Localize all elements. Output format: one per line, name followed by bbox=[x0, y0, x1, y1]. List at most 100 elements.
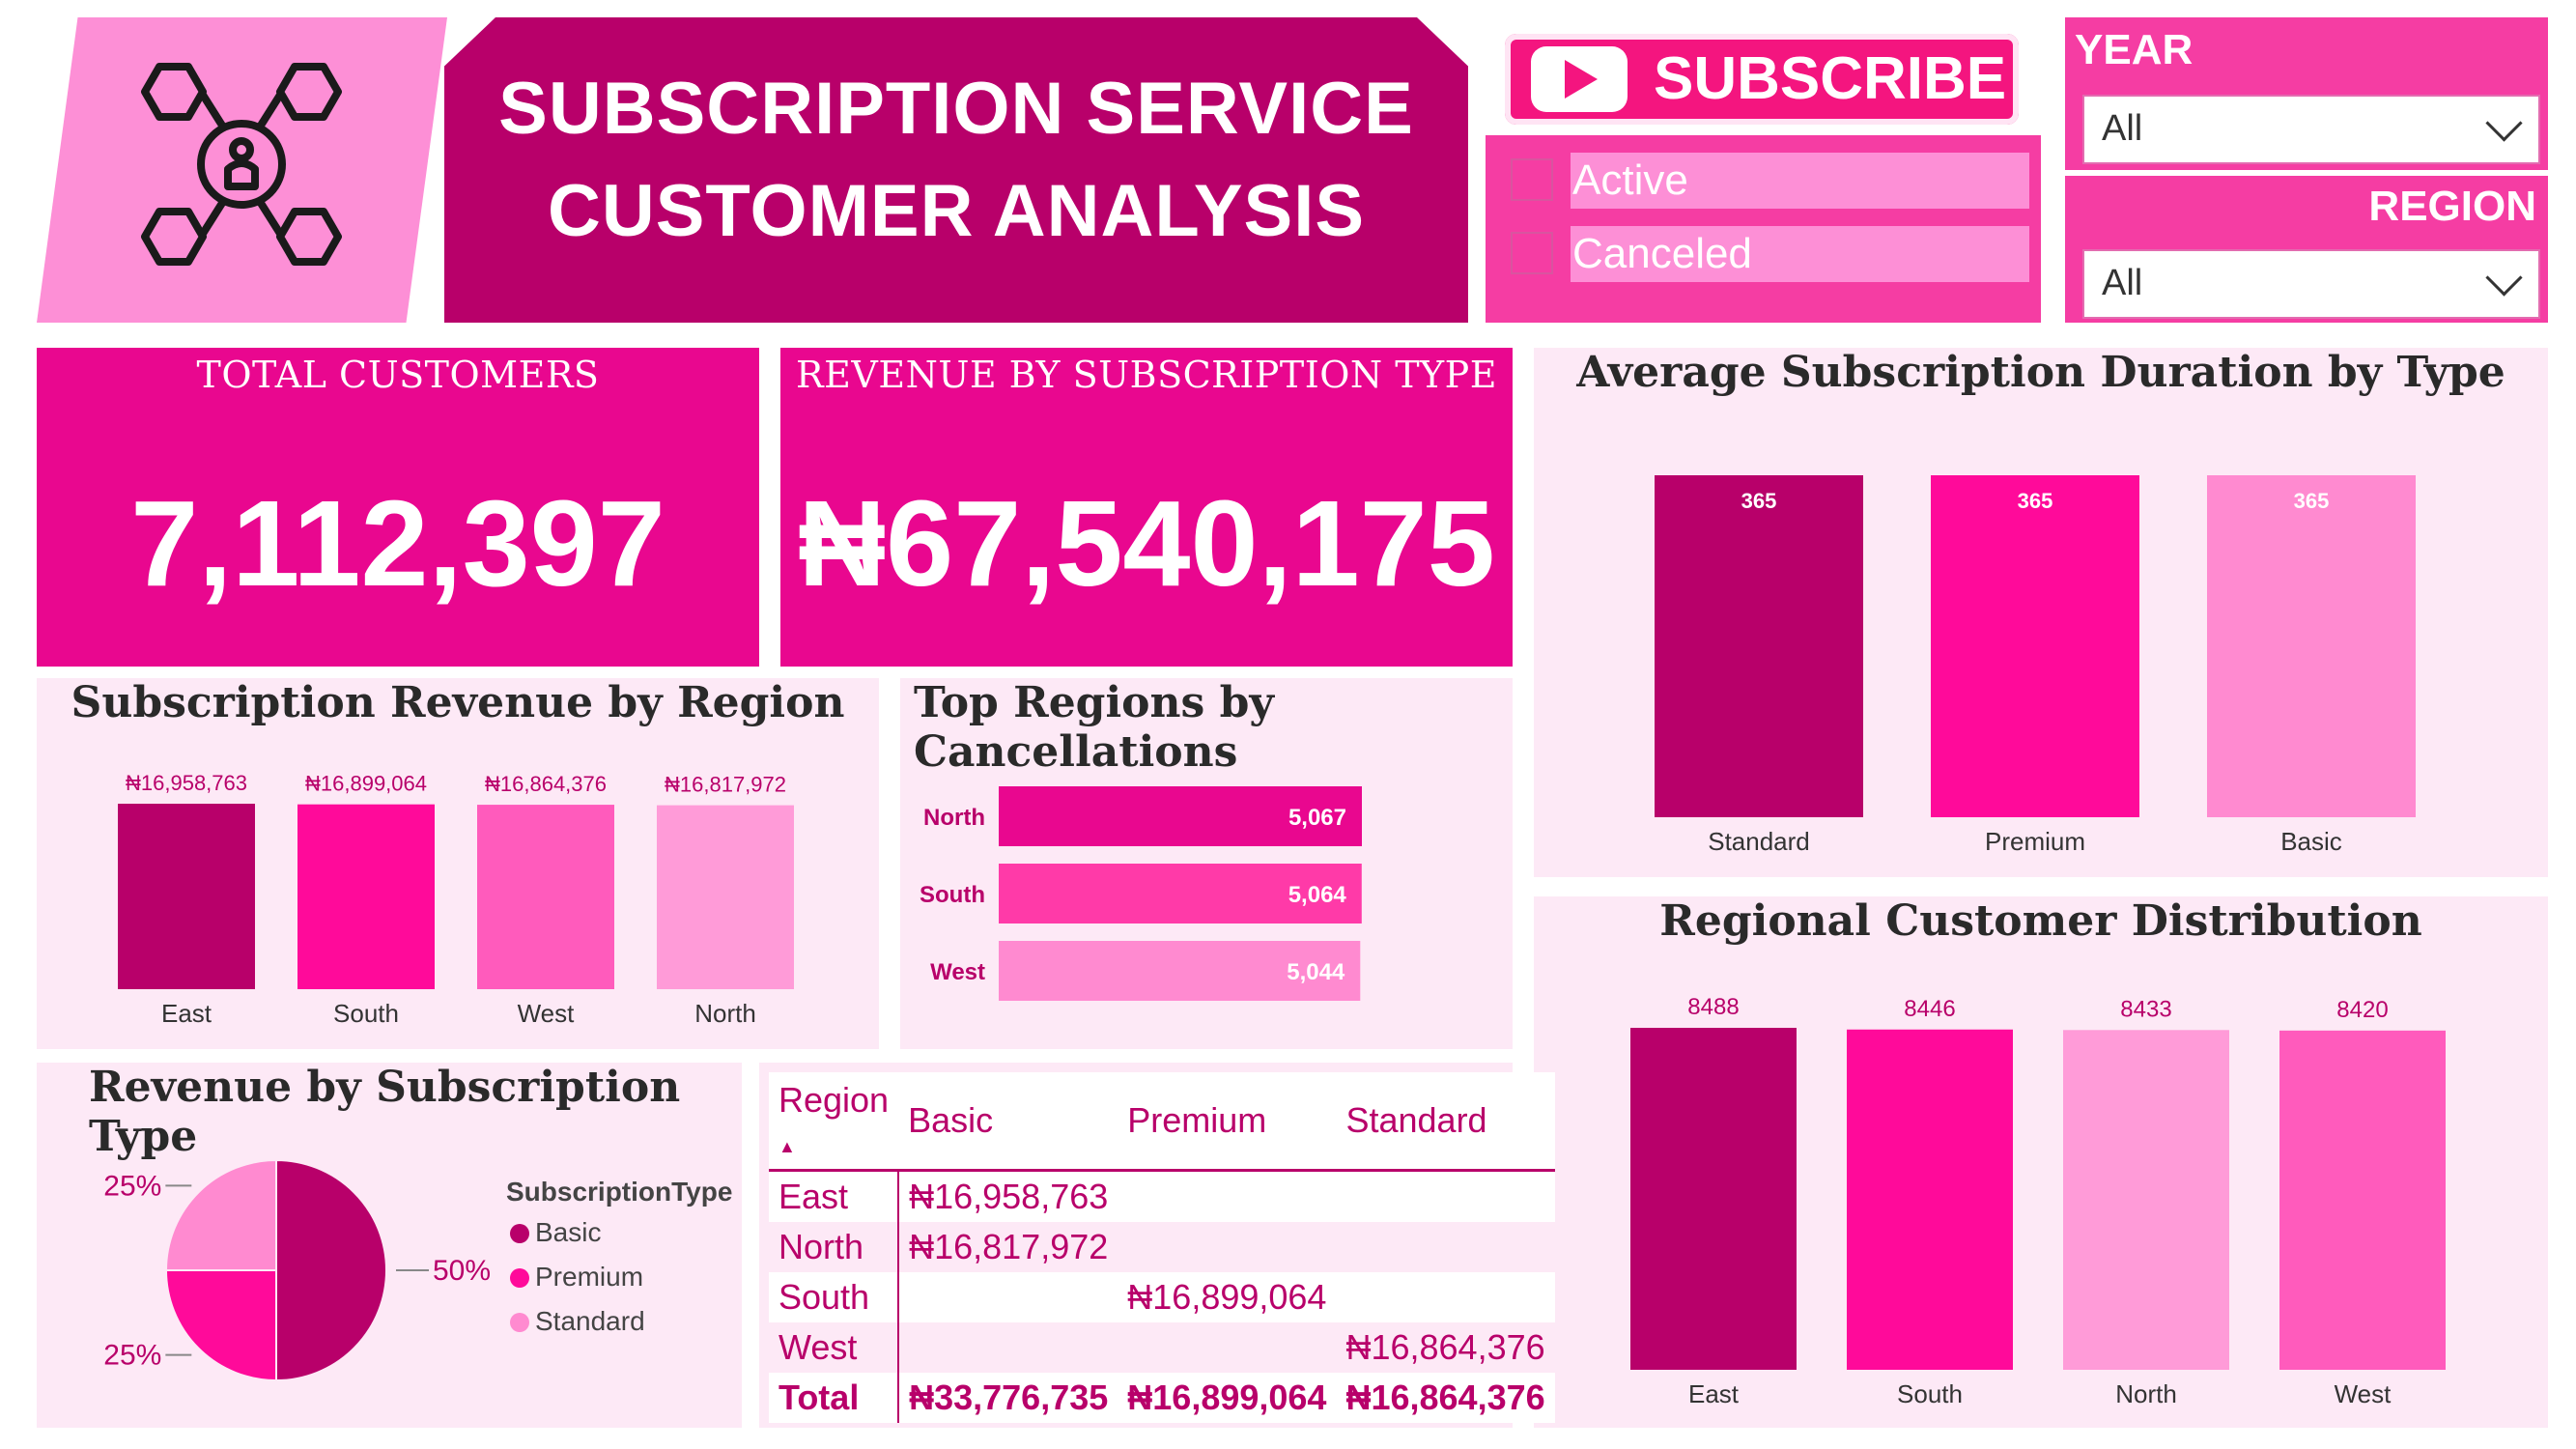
pie-slice-premium bbox=[164, 1269, 277, 1382]
year-dropdown-value: All bbox=[2102, 108, 2143, 149]
kpi-value: ₦67,540,175 bbox=[798, 475, 1495, 611]
pie-legend: Basic Premium Standard bbox=[510, 1217, 645, 1350]
tick-label: East bbox=[161, 999, 212, 1028]
table-row: West ₦16,864,376 bbox=[769, 1322, 1555, 1373]
kpi-total-customers: TOTAL CUSTOMERS 7,112,397 bbox=[37, 348, 759, 667]
data-label: ₦16,958,763 bbox=[126, 771, 247, 795]
year-dropdown[interactable]: All bbox=[2082, 95, 2540, 164]
column-header-region[interactable]: Region ▲ bbox=[778, 1080, 890, 1156]
data-label: 5,064 bbox=[1288, 882, 1347, 908]
tick-label: North bbox=[923, 805, 985, 831]
bar-basic bbox=[2207, 475, 2416, 817]
pie-slice-standard bbox=[164, 1158, 277, 1271]
chart-title: Revenue by Subscription Type bbox=[89, 1063, 681, 1161]
table-cell: ₦16,899,064 bbox=[1118, 1272, 1337, 1322]
table-cell bbox=[1336, 1170, 1555, 1222]
tick-label: South bbox=[920, 882, 985, 908]
tick-label: West bbox=[518, 999, 576, 1028]
table-cell: North bbox=[769, 1222, 900, 1272]
revenue-by-region-chart: ₦16,958,763 East ₦16,899,064 South ₦16,864,3… bbox=[118, 771, 794, 1028]
region-slicer: REGION All bbox=[2065, 176, 2548, 323]
kpi-label: REVENUE BY SUBSCRIPTION TYPE bbox=[796, 354, 1497, 396]
tick-label: Basic bbox=[2280, 827, 2342, 856]
column-header-standard[interactable]: Standard bbox=[1345, 1100, 1487, 1140]
table-cell: Total bbox=[769, 1373, 900, 1423]
subscribe-label[interactable]: SUBSCRIBE bbox=[1654, 45, 2007, 112]
legend-item-basic[interactable]: Basic bbox=[510, 1217, 645, 1248]
table-cell: ₦16,817,972 bbox=[898, 1222, 1118, 1272]
legend-label: Basic bbox=[535, 1217, 602, 1247]
avg-duration-panel: Average Subscription Duration by Type 36… bbox=[1534, 348, 2548, 877]
data-label: 5,067 bbox=[1288, 805, 1346, 831]
tick-label: Premium bbox=[1985, 827, 2085, 856]
tick-label: Standard bbox=[1708, 827, 1810, 856]
data-label: 365 bbox=[2018, 489, 2053, 513]
legend-swatch bbox=[510, 1224, 529, 1243]
data-label: ₦16,864,376 bbox=[485, 772, 607, 796]
chevron-down-icon[interactable] bbox=[2485, 259, 2523, 297]
revenue-by-type-panel: Revenue by Subscription Type 50% 25% 25% S… bbox=[37, 1063, 742, 1428]
legend-label: Premium bbox=[535, 1262, 644, 1292]
sort-up-icon[interactable]: ▲ bbox=[778, 1137, 796, 1156]
status-checkbox-active[interactable] bbox=[1511, 158, 1553, 201]
status-option-active[interactable] bbox=[1571, 153, 2029, 209]
legend-item-premium[interactable]: Premium bbox=[510, 1262, 645, 1293]
bar-west bbox=[477, 805, 614, 989]
table-cell: ₦16,864,376 bbox=[1336, 1373, 1555, 1423]
column-header-premium[interactable]: Premium bbox=[1127, 1100, 1267, 1140]
table-cell bbox=[1336, 1222, 1555, 1272]
pie-slice-basic bbox=[275, 1158, 387, 1382]
region-slicer-title: REGION bbox=[2368, 183, 2536, 230]
kpi-label: TOTAL CUSTOMERS bbox=[196, 354, 600, 396]
network-user-icon bbox=[141, 63, 342, 266]
year-slicer-title: YEAR bbox=[2075, 26, 2194, 73]
legend-swatch bbox=[510, 1313, 529, 1332]
regional-distribution-chart: 8488 East 8446 South 8433 North 8420 West bbox=[1630, 994, 2446, 1408]
bar-premium bbox=[1931, 475, 2139, 817]
data-label: 25% bbox=[103, 1170, 161, 1202]
data-label: 365 bbox=[1741, 489, 1777, 513]
kpi-value: 7,112,397 bbox=[130, 475, 665, 611]
table-cell bbox=[898, 1272, 1118, 1322]
bar-north bbox=[2063, 1030, 2229, 1370]
title-line-2: CUSTOMER ANALYSIS bbox=[547, 170, 1366, 252]
region-dropdown[interactable]: All bbox=[2082, 249, 2540, 319]
tick-label: North bbox=[2115, 1379, 2177, 1408]
tick-label: South bbox=[333, 999, 399, 1028]
chevron-down-icon[interactable] bbox=[2485, 104, 2523, 142]
play-triangle-icon bbox=[1565, 60, 1598, 99]
legend-label: Standard bbox=[535, 1306, 645, 1336]
status-checkbox-canceled[interactable] bbox=[1511, 232, 1553, 274]
cancellations-panel: Top Regions by Cancellations North 5,067 S… bbox=[900, 678, 1513, 1049]
bar-north bbox=[999, 786, 1362, 846]
data-label: 8488 bbox=[1687, 994, 1739, 1020]
bar-south bbox=[1847, 1029, 2013, 1370]
column-header-basic[interactable]: Basic bbox=[908, 1100, 994, 1140]
data-label: ₦16,899,064 bbox=[305, 772, 427, 796]
data-label: 50% bbox=[433, 1255, 491, 1287]
legend-swatch bbox=[510, 1268, 529, 1288]
page-title: SUBSCRIPTION SERVICE CUSTOMER ANALYSIS bbox=[444, 58, 1468, 263]
table-cell: ₦16,958,763 bbox=[898, 1170, 1118, 1222]
table-row: East ₦16,958,763 bbox=[769, 1170, 1555, 1222]
tick-label: South bbox=[1897, 1379, 1963, 1408]
data-label: 8420 bbox=[2336, 997, 2388, 1023]
table-cell bbox=[898, 1322, 1118, 1373]
table-cell: ₦16,864,376 bbox=[1336, 1322, 1555, 1373]
revenue-by-region-panel: Subscription Revenue by Region ₦16,958,7… bbox=[37, 678, 879, 1049]
status-label-active[interactable]: Active bbox=[1572, 156, 1688, 204]
bar-south bbox=[999, 864, 1362, 923]
legend-item-standard[interactable]: Standard bbox=[510, 1306, 645, 1337]
logo-panel bbox=[37, 17, 447, 323]
tick-label: West bbox=[2335, 1379, 2392, 1408]
status-label-canceled[interactable]: Canceled bbox=[1572, 230, 1752, 277]
regional-distribution-panel: Regional Customer Distribution 8488 East 8… bbox=[1534, 896, 2548, 1428]
region-dropdown-value: All bbox=[2102, 263, 2143, 303]
data-label: 8433 bbox=[2120, 996, 2171, 1022]
cancellations-chart: North 5,067 South 5,064 West 5,044 bbox=[920, 786, 1362, 1001]
revenue-matrix: Region ▲ Basic Premium Standard East ₦16,… bbox=[759, 1063, 1555, 1428]
table-cell bbox=[1118, 1170, 1337, 1222]
status-option-canceled[interactable] bbox=[1571, 226, 2029, 282]
table-cell: East bbox=[769, 1170, 900, 1222]
chart-title: Regional Customer Distribution bbox=[1659, 896, 2422, 946]
